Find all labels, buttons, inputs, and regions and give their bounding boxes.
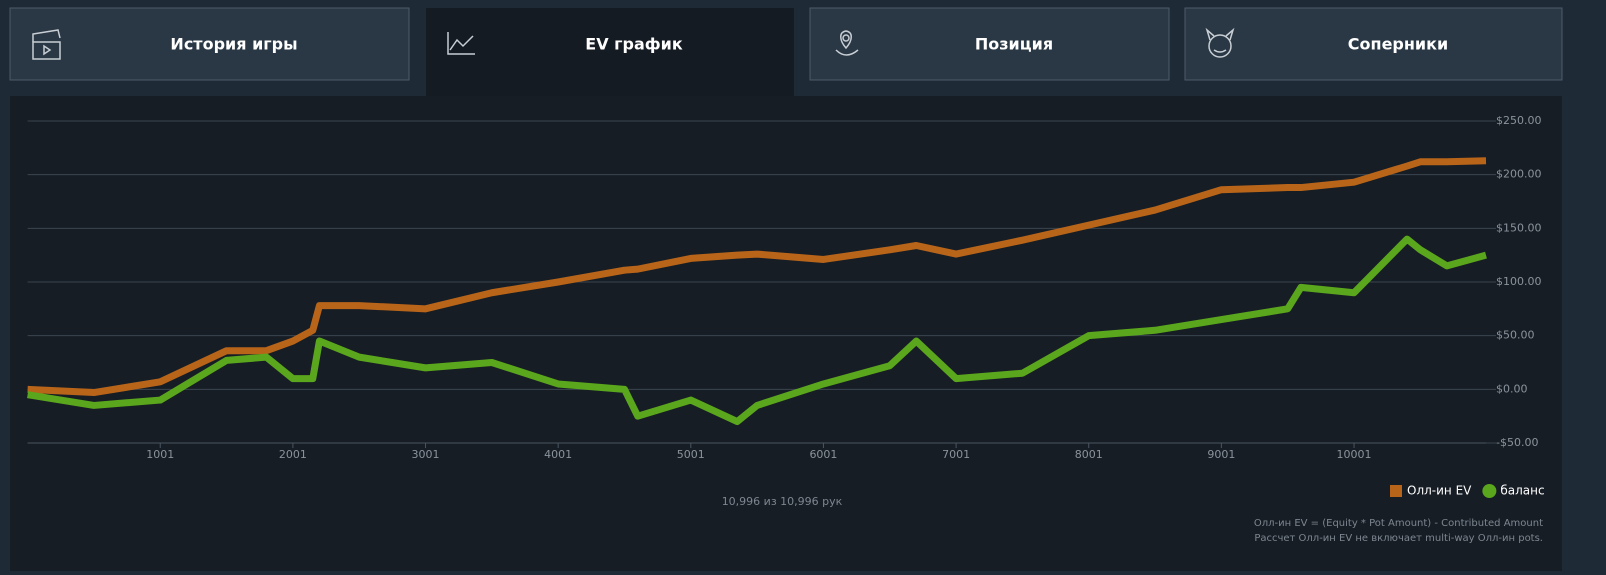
tab[interactable] <box>1184 7 1563 81</box>
note: Рассчет Олл-ин EV не включает multi-way … <box>1254 533 1543 544</box>
y-tick-label: $0.00 <box>1496 382 1528 395</box>
tab-label: EV график <box>585 35 683 54</box>
x-tick-label: 6001 <box>809 448 837 461</box>
x-tick-label: 7001 <box>942 448 970 461</box>
x-tick-label: 10001 <box>1337 448 1372 461</box>
series-line <box>27 157 1487 397</box>
tab-active[interactable] <box>426 8 794 108</box>
x-tick-label: 9001 <box>1207 448 1235 461</box>
x-tick-label: 1001 <box>146 448 174 461</box>
legend-label: Олл-ин EV <box>1407 484 1472 498</box>
legend-swatch <box>1390 485 1402 497</box>
legend-label: баланс <box>1500 484 1544 498</box>
x-tick-label: 8001 <box>1075 448 1103 461</box>
tab[interactable] <box>9 7 410 81</box>
y-tick-label: -$50.00 <box>1496 436 1538 449</box>
legend-swatch <box>1482 484 1497 498</box>
y-tick-label: $250.00 <box>1496 114 1542 127</box>
tab-label: История игры <box>170 35 297 54</box>
note: Олл-ин EV = (Equity * Pot Amount) - Cont… <box>1254 518 1543 529</box>
tab-label: Позиция <box>975 35 1053 54</box>
series-line <box>27 235 1487 426</box>
x-tick-label: 2001 <box>279 448 307 461</box>
y-tick-label: $50.00 <box>1496 329 1535 342</box>
y-tick-label: $150.00 <box>1496 221 1542 234</box>
footer: 10,996 из 10,996 рук <box>722 495 843 508</box>
x-tick-label: 4001 <box>544 448 572 461</box>
tab-label: Соперники <box>1348 35 1448 54</box>
icons <box>32 27 1235 60</box>
tab[interactable] <box>809 7 1170 81</box>
y-tick-label: $200.00 <box>1496 168 1542 181</box>
x-tick-label: 3001 <box>412 448 440 461</box>
x-tick-label: 5001 <box>677 448 705 461</box>
y-tick-label: $100.00 <box>1496 275 1542 288</box>
